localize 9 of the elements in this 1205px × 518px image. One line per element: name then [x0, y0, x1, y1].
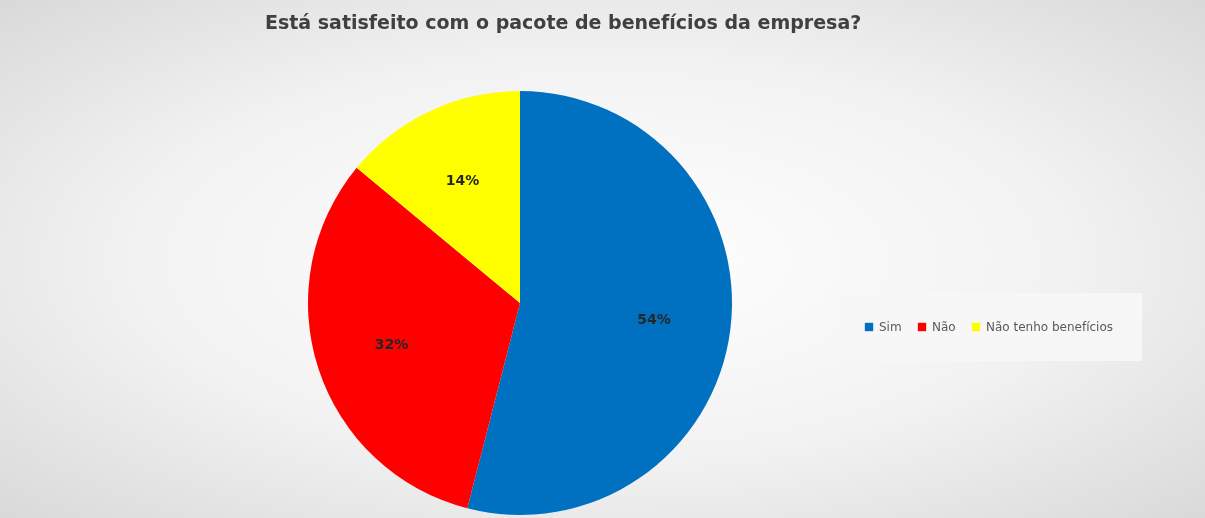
data-label: 32% [374, 335, 409, 352]
data-label: 14% [445, 171, 480, 188]
pie-slice [308, 167, 520, 509]
legend-label: Não tenho benefícios [986, 320, 1114, 334]
legend-label: Sim [879, 320, 902, 334]
chart-title: Está satisfeito com o pacote de benefícios da empresa? [265, 11, 862, 33]
data-label: 54% [637, 310, 671, 327]
legend-label: Não [932, 320, 956, 334]
pie-slice [356, 91, 520, 303]
